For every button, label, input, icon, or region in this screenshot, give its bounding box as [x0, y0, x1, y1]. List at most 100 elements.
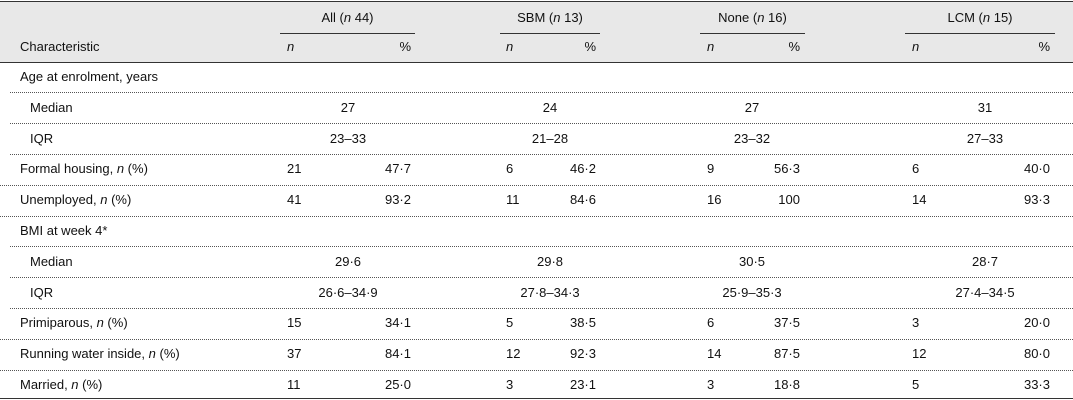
- cell-value: 24: [542, 99, 558, 115]
- cell-percent: 40·0: [1023, 161, 1050, 177]
- sub-header: %: [584, 39, 596, 54]
- group-underline: [280, 33, 415, 34]
- text-segment: n: [96, 315, 104, 331]
- text-segment: 44): [351, 10, 374, 25]
- cell-n: 6: [506, 161, 514, 177]
- text-segment: n: [757, 10, 765, 25]
- cell-percent: 37·5: [773, 315, 800, 331]
- cell-value: 29·8: [536, 253, 564, 269]
- text-segment: Formal housing,: [20, 161, 117, 177]
- cell-value: 21–28: [531, 130, 569, 146]
- cell-percent: 20·0: [1023, 315, 1050, 331]
- row-label: Median: [30, 100, 73, 116]
- text-segment: (%): [78, 377, 103, 392]
- text-segment: Age at enrolment, years: [20, 69, 159, 84]
- text-segment: (%): [103, 315, 128, 331]
- sub-header: %: [1038, 39, 1050, 54]
- header-rule: [0, 62, 1073, 63]
- text-segment: None (: [718, 10, 758, 25]
- sub-header: n: [287, 39, 295, 54]
- cell-percent: 23·1: [569, 377, 596, 392]
- cell-percent: 93·3: [1023, 192, 1050, 208]
- cell-value: 25·9–35·3: [722, 284, 782, 300]
- cell-n: 6: [912, 161, 920, 177]
- cell-n: 37: [287, 346, 302, 362]
- cell-percent: 38·5: [569, 315, 596, 331]
- cell-value: 31: [977, 99, 993, 115]
- row-label: BMI at week 4*: [20, 223, 107, 239]
- cell-percent: 18·8: [773, 377, 800, 392]
- text-segment: Married,: [20, 377, 72, 392]
- column-group-title: LCM (n 15): [947, 10, 1012, 26]
- sub-header: %: [399, 39, 411, 54]
- row-label: IQR: [30, 285, 53, 301]
- column-group-title: SBM (n 13): [517, 10, 583, 26]
- text-segment: IQR: [30, 284, 54, 300]
- row-separator: [10, 92, 1073, 93]
- bottom-rule: [0, 398, 1073, 399]
- text-segment: n: [71, 377, 79, 392]
- cell-percent: 46·2: [569, 161, 596, 177]
- cell-value: 26·6–34·9: [318, 284, 378, 300]
- cell-percent: 93·2: [384, 192, 411, 208]
- cell-percent: 100: [778, 192, 800, 208]
- text-segment: Running water inside,: [20, 346, 149, 362]
- row-separator: [10, 246, 1073, 247]
- cell-percent: 25·0: [384, 377, 411, 392]
- cell-value: 28·7: [971, 253, 999, 269]
- text-segment: (%): [107, 192, 132, 208]
- cell-value: 23–32: [733, 130, 771, 146]
- row-label: IQR: [30, 131, 53, 147]
- cell-n: 12: [506, 346, 521, 362]
- text-segment: n: [982, 10, 991, 25]
- cell-percent: 84·1: [384, 346, 411, 362]
- text-segment: LCM (: [947, 10, 983, 25]
- text-segment: 16): [764, 10, 787, 25]
- top-rule: [0, 1, 1073, 2]
- sub-header: n: [912, 39, 920, 54]
- text-segment: Median: [30, 99, 73, 115]
- header-band: [0, 2, 1073, 62]
- text-segment: (%): [124, 161, 148, 177]
- row-label: Formal housing, n (%): [20, 161, 148, 177]
- sub-header: %: [788, 39, 800, 54]
- row-separator: [10, 277, 1073, 278]
- row-separator: [10, 308, 1073, 309]
- cell-n: 15: [287, 315, 302, 331]
- row-separator: [0, 216, 1073, 217]
- cell-n: 21: [287, 161, 302, 177]
- row-separator: [10, 123, 1073, 124]
- text-segment: SBM (: [517, 10, 554, 25]
- text-segment: (%): [155, 346, 180, 362]
- header-characteristic: Characteristic: [20, 39, 100, 54]
- cell-n: 3: [707, 377, 715, 392]
- cell-value: 27·8–34·3: [520, 284, 580, 300]
- text-segment: Median: [30, 253, 73, 269]
- cell-n: 11: [506, 192, 520, 208]
- sub-header: n: [506, 39, 514, 54]
- text-segment: IQR: [30, 130, 54, 146]
- cell-value: 27–33: [966, 130, 1004, 146]
- cell-value: 29·6: [334, 253, 362, 269]
- cell-percent: 80·0: [1023, 346, 1050, 362]
- cell-n: 16: [707, 192, 722, 208]
- text-segment: 13): [560, 10, 583, 25]
- text-segment: n: [100, 192, 108, 208]
- row-label: Unemployed, n (%): [20, 192, 131, 208]
- group-underline: [500, 33, 600, 34]
- text-segment: BMI at week 4*: [20, 223, 108, 238]
- cell-n: 12: [912, 346, 927, 362]
- cell-percent: 87·5: [773, 346, 800, 362]
- text-segment: All (: [321, 10, 344, 25]
- cell-n: 5: [506, 315, 514, 331]
- row-separator: [0, 185, 1073, 186]
- cell-value: 27: [340, 99, 356, 115]
- group-underline: [700, 33, 805, 34]
- cell-n: 6: [707, 315, 715, 331]
- cell-percent: 92·3: [569, 346, 596, 362]
- row-label: Primiparous, n (%): [20, 315, 128, 331]
- row-label: Median: [30, 254, 73, 270]
- row-separator: [10, 154, 1073, 155]
- row-separator: [0, 339, 1073, 340]
